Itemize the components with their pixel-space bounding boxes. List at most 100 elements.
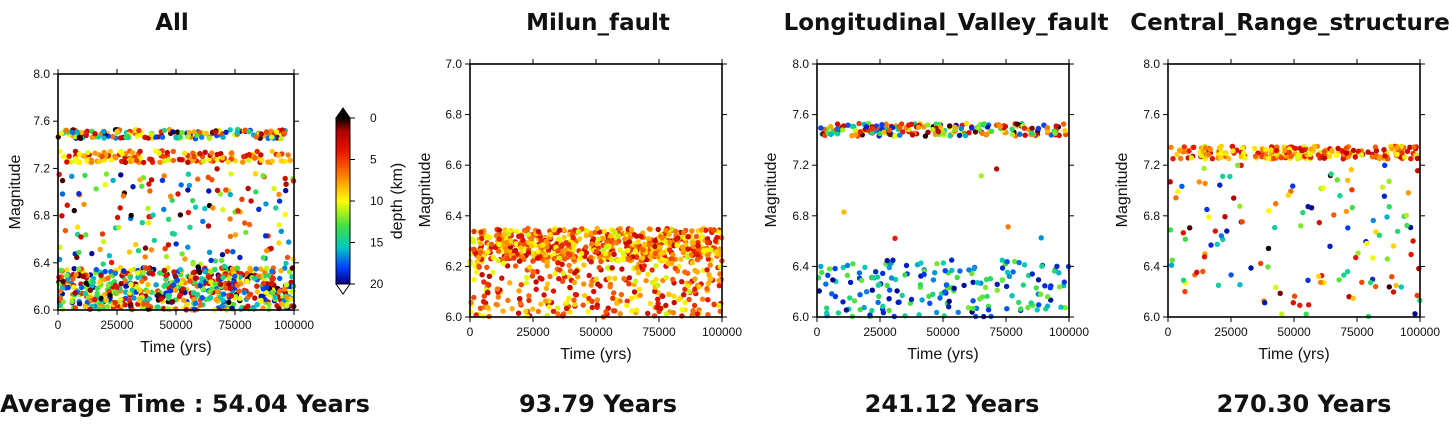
data-point xyxy=(166,157,172,163)
data-point xyxy=(543,285,549,292)
y-tick-label: 6.0 xyxy=(445,310,462,324)
y-axis-label: Magnitude xyxy=(7,155,24,230)
data-point xyxy=(1386,284,1393,290)
x-tick-label: 50000 xyxy=(579,325,613,339)
data-point xyxy=(604,265,611,271)
data-point xyxy=(1021,262,1028,268)
data-point xyxy=(275,152,282,158)
data-point xyxy=(488,241,495,248)
data-point xyxy=(113,155,119,161)
data-point xyxy=(145,281,151,288)
data-point xyxy=(919,297,925,303)
data-point xyxy=(958,125,964,132)
panel-title: Longitudinal_Valley_fault xyxy=(784,10,1109,36)
data-point xyxy=(1408,156,1414,162)
data-point xyxy=(927,300,933,306)
data-point xyxy=(879,122,885,128)
data-point xyxy=(716,277,722,284)
data-point xyxy=(139,183,145,189)
data-point xyxy=(594,241,600,247)
data-point xyxy=(128,281,134,288)
data-point xyxy=(1393,282,1399,289)
data-point xyxy=(942,268,948,274)
data-point xyxy=(886,127,893,133)
data-point xyxy=(64,202,71,208)
data-point xyxy=(1399,150,1405,156)
data-point xyxy=(852,132,859,138)
data-point xyxy=(197,269,203,275)
data-point xyxy=(161,173,167,179)
data-point xyxy=(171,269,177,275)
data-point xyxy=(511,255,517,261)
data-point xyxy=(572,301,578,308)
data-point xyxy=(177,266,184,273)
data-point xyxy=(57,296,63,302)
data-point xyxy=(470,239,476,245)
data-point xyxy=(176,293,183,300)
data-point xyxy=(1170,156,1176,162)
data-point xyxy=(135,270,141,276)
data-point xyxy=(682,269,688,275)
data-point xyxy=(493,301,499,308)
data-point xyxy=(219,297,226,303)
data-point xyxy=(256,206,262,212)
data-point xyxy=(947,123,953,129)
data-point xyxy=(1054,263,1060,269)
data-point xyxy=(136,297,143,304)
data-point xyxy=(560,313,566,319)
data-point xyxy=(156,150,162,156)
y-tick-label: 7.2 xyxy=(33,161,50,175)
data-point xyxy=(1364,240,1370,247)
data-point xyxy=(1290,300,1297,306)
data-point xyxy=(1298,223,1304,229)
data-point xyxy=(700,248,707,254)
data-point xyxy=(1282,147,1288,153)
data-point xyxy=(220,274,226,281)
data-point xyxy=(199,276,205,282)
data-point xyxy=(253,189,259,195)
data-point xyxy=(64,272,70,278)
data-point xyxy=(679,279,685,285)
data-point xyxy=(1200,268,1206,275)
data-point xyxy=(1401,154,1408,160)
data-point xyxy=(1405,190,1412,196)
data-point xyxy=(894,288,900,294)
data-point xyxy=(258,131,264,137)
data-point xyxy=(180,286,186,292)
data-point xyxy=(594,302,600,308)
data-point xyxy=(1390,243,1397,249)
data-point xyxy=(271,185,277,192)
data-point xyxy=(209,286,215,292)
data-point xyxy=(206,135,213,142)
data-point xyxy=(692,286,698,292)
data-point xyxy=(680,247,686,254)
data-point xyxy=(698,227,705,233)
data-point xyxy=(608,256,615,262)
data-point xyxy=(87,287,94,293)
data-point xyxy=(661,257,667,264)
data-point xyxy=(1394,145,1400,151)
data-point xyxy=(480,313,487,319)
panel-title: Milun_fault xyxy=(526,10,670,36)
data-point xyxy=(1265,155,1272,162)
y-tick-label: 8.0 xyxy=(1143,57,1160,71)
data-point xyxy=(975,280,981,286)
y-tick-label: 6.0 xyxy=(792,310,809,324)
data-point xyxy=(588,259,594,265)
data-point xyxy=(626,239,633,245)
data-point xyxy=(1025,304,1031,311)
data-point xyxy=(263,201,269,207)
data-point xyxy=(1408,251,1414,258)
data-point xyxy=(1181,144,1188,150)
data-point xyxy=(1315,273,1322,279)
data-point xyxy=(139,220,145,226)
data-point xyxy=(122,159,129,166)
data-point xyxy=(191,306,198,312)
data-point xyxy=(1382,162,1388,168)
data-point xyxy=(946,304,952,310)
data-point xyxy=(1056,270,1062,276)
data-point xyxy=(1359,279,1365,285)
y-tick-label: 7.2 xyxy=(1143,158,1160,172)
data-point xyxy=(655,226,661,233)
data-point xyxy=(1350,295,1356,301)
